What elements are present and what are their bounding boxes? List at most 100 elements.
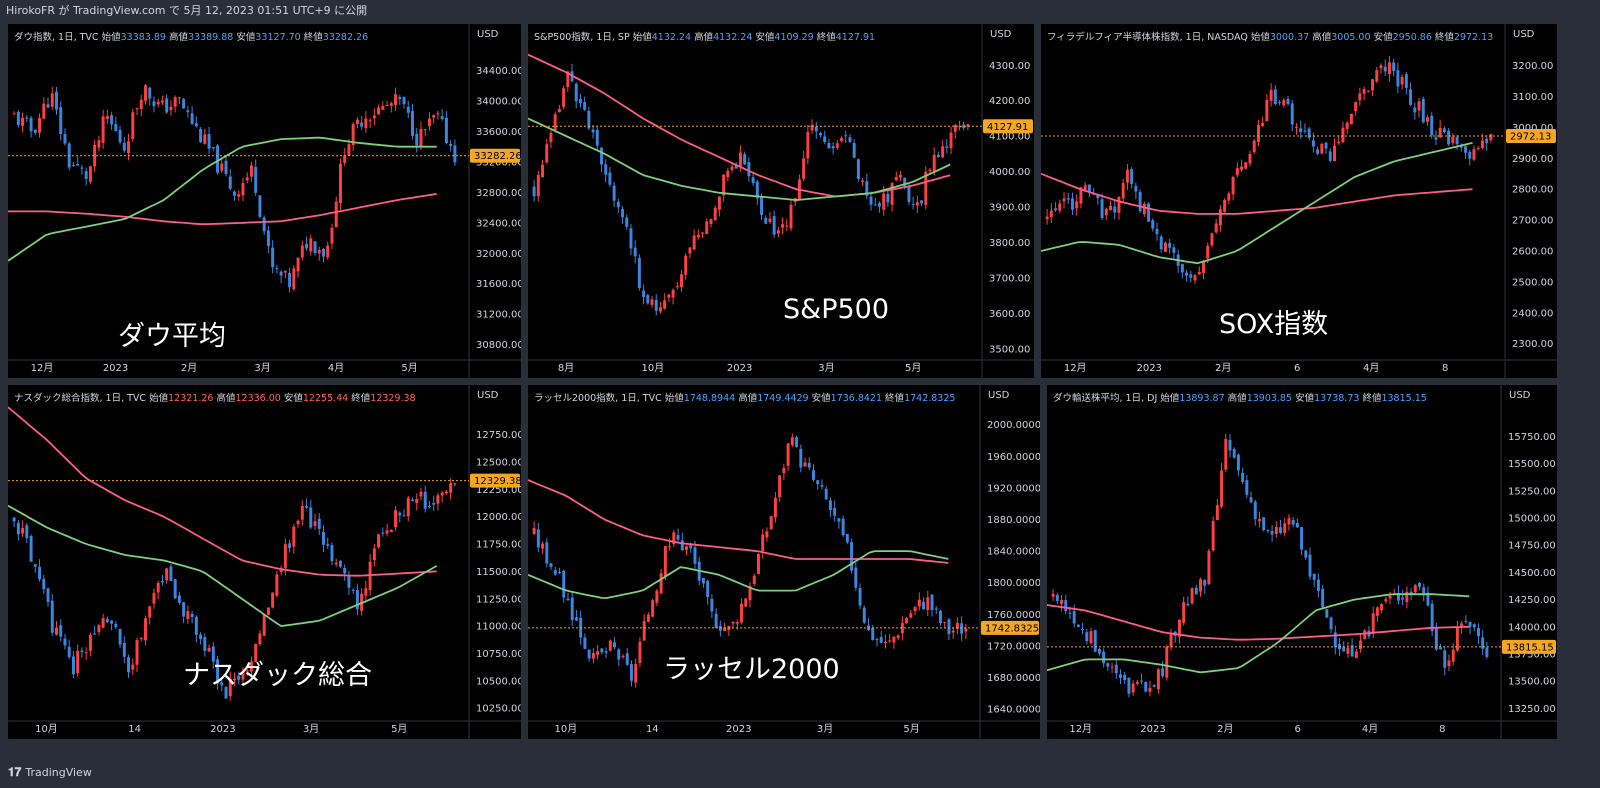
- candle-body: [924, 171, 928, 205]
- candle-body: [224, 686, 228, 699]
- x-tick-label: 10月: [35, 723, 58, 735]
- candle-body: [621, 209, 625, 218]
- candle-body: [570, 597, 574, 620]
- chart-svg[interactable]: USD 34400.00 34000.00 33600.00 33200.00 32800…: [8, 24, 521, 378]
- candle-body: [930, 594, 934, 611]
- candle-body: [283, 544, 287, 569]
- candle-body: [186, 611, 190, 619]
- candle-body: [1135, 681, 1139, 684]
- candle-body: [574, 83, 578, 102]
- candle-body: [1227, 193, 1231, 201]
- candle-body: [347, 144, 351, 156]
- candle-body: [258, 633, 262, 645]
- candle-body: [595, 129, 599, 146]
- candle-body: [1231, 176, 1235, 195]
- candle-body: [578, 98, 582, 104]
- candle-body: [50, 93, 54, 107]
- y-tick-label: 2300.00: [1512, 339, 1553, 350]
- candle-body: [693, 547, 697, 564]
- candle-body: [444, 117, 448, 143]
- chart-panel-dow[interactable]: ダウ指数, 1日, TVC 始値33383.89 高値33389.88 安値33…: [8, 24, 521, 378]
- ohlc-part: 33282.26: [322, 32, 369, 43]
- candle-body: [1177, 619, 1181, 637]
- candle-body: [71, 656, 75, 675]
- candle-body: [1404, 74, 1408, 88]
- candle-body: [871, 627, 875, 640]
- candle-body: [1168, 242, 1172, 248]
- candle-body: [903, 177, 907, 187]
- candle-body: [1316, 579, 1320, 591]
- last-price-label: 12329.38: [474, 476, 521, 487]
- candle-body: [436, 495, 440, 504]
- candle-body: [1148, 687, 1152, 692]
- candles: [1051, 433, 1489, 698]
- candle-body: [203, 637, 207, 651]
- ohlc-part: 高値: [168, 32, 188, 43]
- candle-body: [772, 216, 776, 235]
- candle-body: [785, 225, 789, 227]
- candle-body: [1244, 162, 1248, 169]
- candle-body: [765, 531, 769, 538]
- candle-body: [688, 247, 692, 254]
- chart-panel-nasdaq[interactable]: ナスダック総合指数, 1日, TVC 始値12321.26 高値12336.00…: [8, 385, 521, 739]
- candle-body: [1045, 216, 1049, 220]
- candle-body: [1114, 664, 1118, 674]
- ohlc-part: 始値: [149, 393, 169, 404]
- x-tick-label: 2023: [210, 724, 235, 735]
- x-tick-label: 14: [646, 724, 659, 735]
- chart-panel-dow-transport[interactable]: ダウ輸送株平均, 1日, DJ 始値13893.87 高値13903.85 安値…: [1047, 385, 1557, 739]
- candle-body: [1375, 607, 1379, 616]
- chart-panel-sp500[interactable]: S&P500指数, 1日, SP 始値4132.24 高値4132.24 安値4…: [528, 24, 1034, 378]
- candle-body: [1409, 89, 1413, 105]
- ohlc-part: 13893.87: [1179, 393, 1225, 404]
- overlay-index-label: SOX指数: [1219, 309, 1329, 340]
- candle-body: [135, 639, 139, 665]
- candle-body: [596, 651, 600, 655]
- candle-body: [355, 119, 359, 125]
- candle-body: [1341, 127, 1345, 143]
- candle-body: [545, 542, 549, 564]
- candle-body: [827, 142, 831, 149]
- candle-body: [1451, 136, 1455, 144]
- tradingview-logo-icon: 𝟏𝟕: [8, 765, 22, 779]
- candle-body: [182, 602, 186, 617]
- candle-body: [655, 590, 659, 603]
- candle-body: [1349, 113, 1353, 125]
- chart-panel-sox[interactable]: フィラデルフィア半導体株指数, 1日, NASDAQ 始値3000.37 高値3…: [1041, 24, 1557, 378]
- candle-body: [139, 99, 143, 109]
- ohlc-part: 13903.85: [1246, 393, 1293, 404]
- candle-body: [1159, 236, 1163, 250]
- chart-panel-russell[interactable]: ラッセル2000指数, 1日, TVC 始値1748.8944 高値1749.4…: [528, 385, 1040, 739]
- candle-body: [398, 97, 402, 100]
- candle-body: [723, 627, 727, 632]
- chart-svg[interactable]: USD 12750.00 12500.00 12250.00 12000.00 11750…: [8, 385, 521, 739]
- candle-body: [338, 163, 342, 204]
- candle-body: [190, 113, 194, 124]
- candle-body: [296, 257, 300, 272]
- x-tick-label: 14: [128, 724, 141, 735]
- chart-svg[interactable]: USD 3200.00 3100.00 3000.00 2900.00 2800.00 27…: [1041, 24, 1557, 378]
- candle-body: [326, 544, 330, 546]
- candle-body: [781, 224, 785, 228]
- candle-body: [334, 201, 338, 228]
- candle-body: [869, 196, 873, 205]
- y-tick-label: 13750.00: [1508, 649, 1556, 660]
- candle-body: [21, 527, 25, 534]
- candle-body: [905, 618, 909, 624]
- x-tick-label: 3月: [817, 723, 833, 735]
- candle-body: [1248, 153, 1252, 164]
- candle-body: [1266, 530, 1270, 532]
- candle-body: [1485, 138, 1489, 144]
- chart-svg[interactable]: USD 15750.00 15500.00 15250.00 15000.00 14750…: [1047, 385, 1557, 739]
- candle-body: [625, 653, 629, 665]
- chart-svg[interactable]: USD 2000.0000 1960.0000 1920.0000 1880.0000 1…: [528, 385, 1040, 739]
- candle-body: [67, 646, 71, 658]
- ohlc-part: 12255.44: [302, 393, 349, 404]
- y-tick-label: 31600.00: [476, 279, 521, 290]
- chart-svg[interactable]: USD 4300.00 4200.00 4100.00 4000.00 3900.00 38…: [528, 24, 1034, 378]
- candle-body: [88, 634, 92, 651]
- candle-body: [381, 532, 385, 534]
- moving-average-50: [1047, 593, 1470, 674]
- ohlc-part: 始値: [1250, 32, 1270, 43]
- x-tick-label: 12月: [1069, 723, 1092, 735]
